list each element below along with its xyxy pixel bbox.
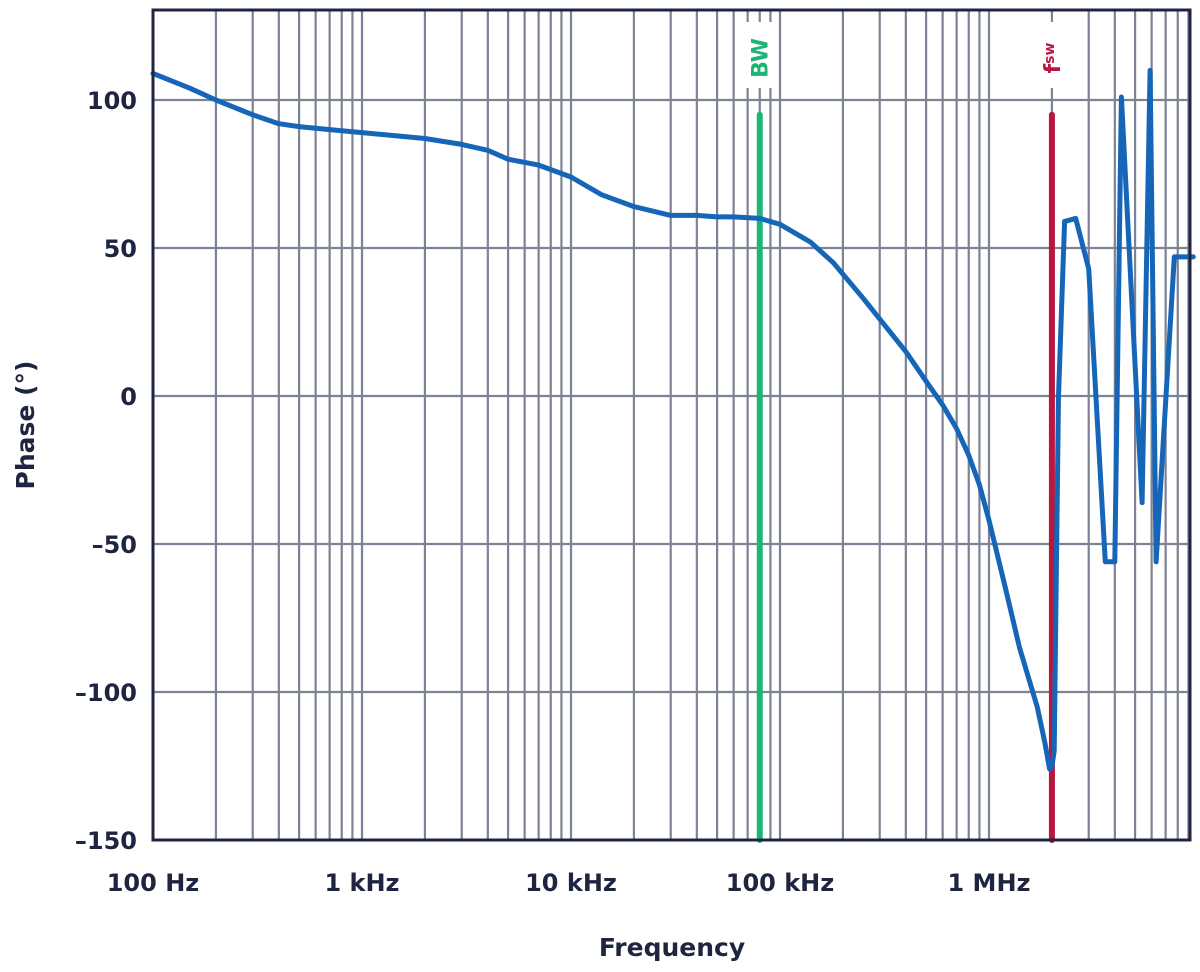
phase-curve — [150, 67, 1196, 772]
y-tick-label: 0 — [120, 383, 137, 411]
marker-lines — [756, 111, 1055, 843]
x-tick-labels: 100 Hz 1 kHz 10 kHz 100 kHz 1 MHz — [107, 869, 1031, 897]
y-tick-label: 50 — [104, 235, 137, 263]
y-tick-label: 100 — [87, 87, 137, 115]
y-tick-label: –100 — [75, 679, 137, 707]
marker-label-bw: BW — [749, 38, 774, 78]
plot-border — [151, 8, 1192, 842]
x-tick-label: 100 kHz — [726, 869, 834, 897]
x-tick-label: 1 kHz — [324, 869, 399, 897]
marker-label-subscript: sw — [1042, 43, 1058, 64]
x-tick-label: 1 MHz — [948, 869, 1031, 897]
y-axis-title: Phase (°) — [11, 361, 40, 490]
x-tick-label: 10 kHz — [525, 869, 617, 897]
x-tick-label: 100 Hz — [107, 869, 200, 897]
marker-label-background — [1037, 22, 1066, 88]
x-axis-title: Frequency — [599, 933, 745, 962]
marker-label-background — [745, 22, 774, 88]
y-tick-label: –150 — [75, 827, 137, 855]
phase-curve-path — [150, 67, 1196, 772]
plot-frame — [151, 8, 1192, 842]
grid-lines — [153, 10, 1190, 840]
marker-labels: BW fsw — [749, 38, 1066, 78]
y-tick-labels: 100 50 0 –50 –100 –150 — [75, 87, 137, 855]
y-tick-label: –50 — [92, 531, 137, 559]
